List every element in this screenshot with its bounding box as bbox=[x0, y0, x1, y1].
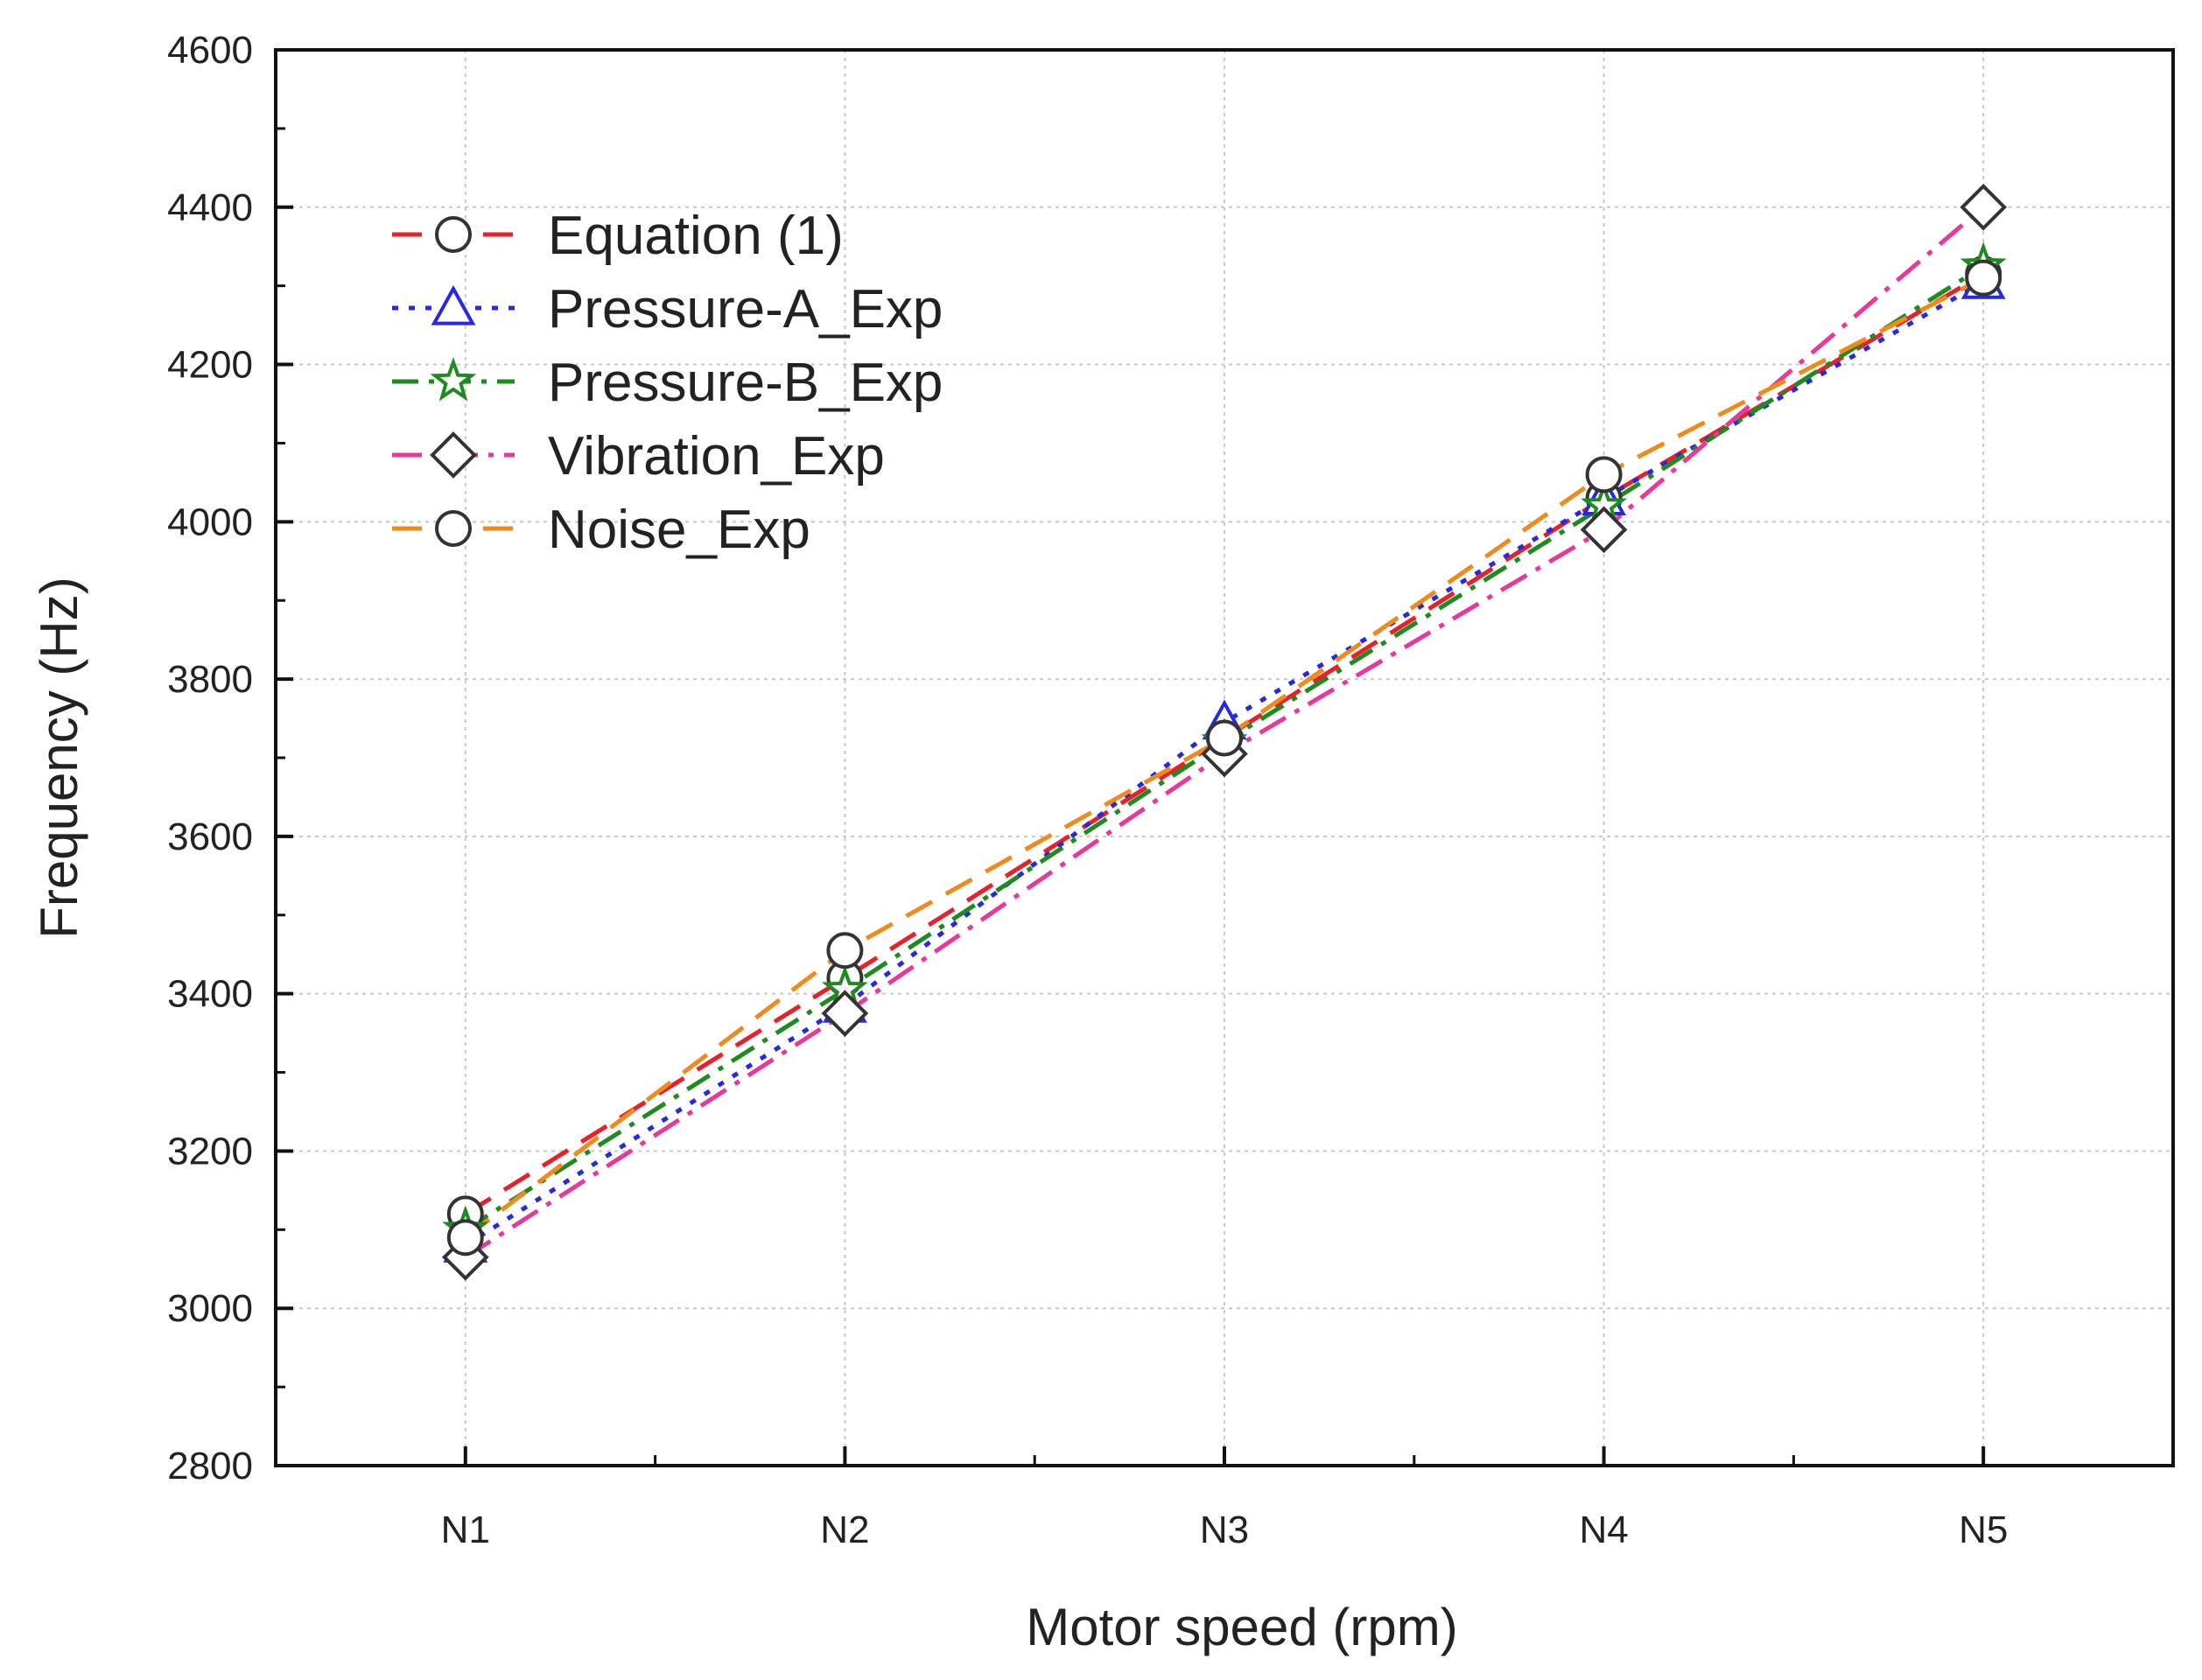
series-line-equation-1 bbox=[464, 272, 1985, 1216]
legend-marker-pressure-a-exp bbox=[431, 284, 476, 326]
legend-marker-equation-1 bbox=[435, 216, 472, 253]
legend-label-equation-1: Equation (1) bbox=[548, 206, 844, 266]
y-tick-label: 3400 bbox=[167, 973, 253, 1016]
legend-label-pressure-b-exp: Pressure-B_Exp bbox=[548, 353, 943, 413]
data-point-noise-exp bbox=[1965, 259, 2002, 297]
y-tick-label: 3600 bbox=[167, 816, 253, 858]
data-point-noise-exp bbox=[1585, 456, 1623, 494]
legend-label-pressure-a-exp: Pressure-A_Exp bbox=[548, 279, 943, 340]
data-point-noise-exp bbox=[1206, 719, 1243, 757]
data-point-noise-exp bbox=[826, 932, 864, 970]
data-point-noise-exp bbox=[446, 1219, 484, 1256]
data-point-vibration-exp bbox=[1960, 183, 2008, 231]
x-axis-title: Motor speed (rpm) bbox=[1026, 1598, 1457, 1656]
y-tick-label: 4400 bbox=[167, 186, 253, 229]
x-tick-label: N5 bbox=[1959, 1508, 2008, 1551]
legend-label-noise-exp: Noise_Exp bbox=[548, 500, 810, 560]
legend-marker-pressure-b-exp bbox=[430, 357, 477, 402]
y-axis-title: Frequency (Hz) bbox=[30, 577, 88, 938]
x-tick-label: N3 bbox=[1200, 1508, 1249, 1551]
y-tick-label: 4000 bbox=[167, 500, 253, 543]
y-tick-label: 4200 bbox=[167, 344, 253, 387]
x-tick-label: N2 bbox=[820, 1508, 869, 1551]
legend-marker-noise-exp bbox=[435, 510, 472, 547]
data-point-vibration-exp bbox=[1580, 506, 1628, 554]
legend-label-vibration-exp: Vibration_Exp bbox=[548, 426, 885, 486]
y-tick-label: 3800 bbox=[167, 658, 253, 701]
y-tick-label: 3000 bbox=[167, 1287, 253, 1330]
x-tick-label: N1 bbox=[441, 1508, 490, 1551]
x-tick-label: N4 bbox=[1579, 1508, 1628, 1551]
legend-marker-vibration-exp bbox=[430, 431, 477, 479]
y-tick-label: 2800 bbox=[167, 1445, 253, 1488]
y-tick-label: 3200 bbox=[167, 1130, 253, 1172]
y-tick-label: 4600 bbox=[167, 29, 253, 72]
data-point-vibration-exp bbox=[821, 990, 869, 1037]
